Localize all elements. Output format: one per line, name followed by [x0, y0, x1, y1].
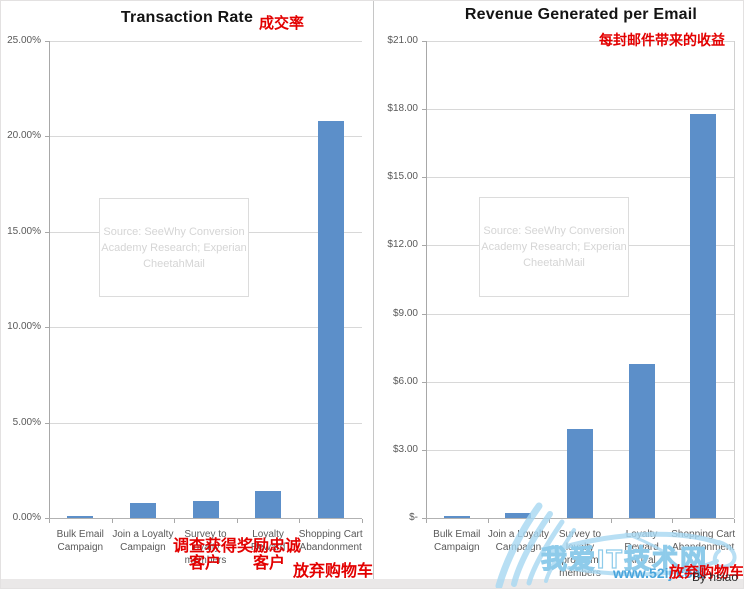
x-axis-tick: [487, 519, 489, 523]
x-axis-tick: [111, 519, 113, 523]
y-axis-tick: [45, 231, 49, 233]
x-axis-category-label: Shopping Cart Abandonment: [298, 529, 363, 553]
source-note-box: Source: SeeWhy Conversion Academy Resear…: [479, 197, 629, 297]
x-axis-category-label: Shopping Cart Abandonment: [671, 529, 736, 553]
bar-shopping-cart-abandonment: [317, 121, 344, 518]
y-axis-line: [426, 41, 427, 522]
x-axis-tick: [362, 519, 363, 523]
x-axis-tick: [49, 519, 50, 523]
x-axis-tick: [549, 519, 551, 523]
chart-title: Transaction Rate: [120, 9, 254, 26]
gridline: [426, 109, 734, 111]
bottom-gray-strip: [1, 579, 743, 588]
bar-survey-to-loyalty-program-members: [567, 429, 593, 518]
plot-area: 0.00% 5.00% 10.00% 15.00% 20.00% 25.00% Bulk E…: [1, 1, 373, 588]
x-axis-tick: [174, 519, 176, 523]
y-axis-tick: [45, 422, 49, 424]
gridline: [49, 422, 362, 424]
y-axis-tick-label: $12.00: [387, 239, 418, 251]
x-axis-line: [49, 518, 362, 519]
panel-divider-line: [373, 1, 374, 579]
bar-shopping-cart-abandonment: [690, 113, 717, 518]
x-axis-tick: [610, 519, 612, 523]
y-axis-tick: [422, 313, 426, 315]
chart-title-annotation-cn: 每封邮件带来的收益: [599, 32, 725, 48]
chart-title-row: Revenue Generated per Email: [373, 6, 743, 24]
y-axis-tick: [45, 41, 49, 42]
gridline: [49, 327, 362, 329]
y-axis-tick: [45, 136, 49, 138]
y-axis-tick-label: $6.00: [392, 375, 418, 387]
y-axis-tick: [422, 245, 426, 247]
bar-survey-to-loyalty-members: [192, 500, 219, 518]
y-axis-tick-label: $18.00: [387, 103, 418, 115]
bar-loyalty-reward-arrival: [628, 363, 655, 518]
y-axis-tick-label: 25.00%: [7, 35, 41, 46]
bar-join-a-loyalty-campaign: [129, 502, 156, 518]
x-axis-tick: [299, 519, 301, 523]
y-axis-tick: [422, 381, 426, 383]
gridline: [426, 381, 734, 383]
y-axis-tick: [422, 177, 426, 179]
y-axis-tick: [422, 449, 426, 451]
byline: By hsiao: [692, 570, 739, 584]
chart-title-annotation-cn: 成交率: [259, 15, 305, 32]
y-axis-tick-label: $9.00: [392, 307, 418, 319]
x-axis-category-label: Bulk Email Campaign: [433, 529, 481, 553]
chart-panel-revenue-per-email: Revenue Generated per Email 每封邮件带来的收益 $-…: [373, 1, 743, 588]
x-axis-category-label: Loyalty Reward: [250, 529, 286, 553]
y-axis-tick: [422, 109, 426, 111]
annotation-cn-cart-abandonment: 放弃购物车: [293, 563, 374, 580]
bar-loyalty-reward: [255, 491, 282, 518]
y-axis-tick-label: 10.00%: [7, 321, 41, 333]
gridline: [49, 136, 362, 138]
gridline: [426, 313, 734, 315]
y-axis-tick: [422, 41, 426, 42]
y-axis-tick: [422, 518, 426, 519]
y-axis-line: [49, 41, 50, 522]
y-axis-tick-label: 15.00%: [7, 225, 41, 237]
annotation-cn-loyalty-reward: 奖励忠诚 客户: [236, 538, 301, 572]
bar-bulk-email-campaign: [67, 516, 94, 518]
y-axis-tick-label: $21.00: [387, 35, 418, 46]
x-axis-tick: [672, 519, 674, 523]
chart-panel-transaction-rate: Transaction Rate 成交率 0.00% 5.00% 10.00% 15.…: [1, 1, 374, 588]
y-axis-tick: [45, 518, 49, 519]
bar-bulk-email-campaign: [443, 515, 470, 518]
y-axis-tick-label: 20.00%: [7, 130, 41, 142]
gridline: [49, 41, 362, 42]
x-axis-category-label: Bulk Email Campaign: [56, 529, 104, 553]
gridline: [426, 41, 734, 42]
y-axis-tick-label: $15.00: [387, 171, 418, 183]
y-axis-tick-label: 5.00%: [12, 416, 41, 428]
x-axis-category-label: Join a Loyalty Campaign: [112, 529, 174, 553]
chart-title-row: Transaction Rate 成交率: [1, 9, 373, 32]
source-note-text: Source: SeeWhy Conversion Academy Resear…: [481, 225, 627, 269]
bar-join-a-loyalty-campaign: [505, 513, 532, 518]
annotation-cn-survey: 调查获得 客户: [172, 538, 237, 572]
x-axis-tick: [734, 519, 735, 523]
x-axis-tick: [426, 519, 427, 523]
x-axis-line: [426, 518, 734, 519]
y-axis-tick-label: $-: [409, 512, 418, 523]
source-note-box: Source: SeeWhy Conversion Academy Resear…: [99, 198, 249, 297]
chart-title: Revenue Generated per Email: [464, 6, 698, 23]
y-axis-tick: [45, 327, 49, 329]
x-axis-category-label: Survey to loyalty members: [184, 529, 227, 566]
gridline: [426, 177, 734, 179]
y-axis-tick-label: 0.00%: [12, 512, 41, 523]
x-axis-tick: [236, 519, 238, 523]
plot-right-border: [734, 41, 735, 518]
source-note-text: Source: SeeWhy Conversion Academy Resear…: [101, 225, 247, 270]
y-axis-tick-label: $3.00: [392, 443, 418, 455]
